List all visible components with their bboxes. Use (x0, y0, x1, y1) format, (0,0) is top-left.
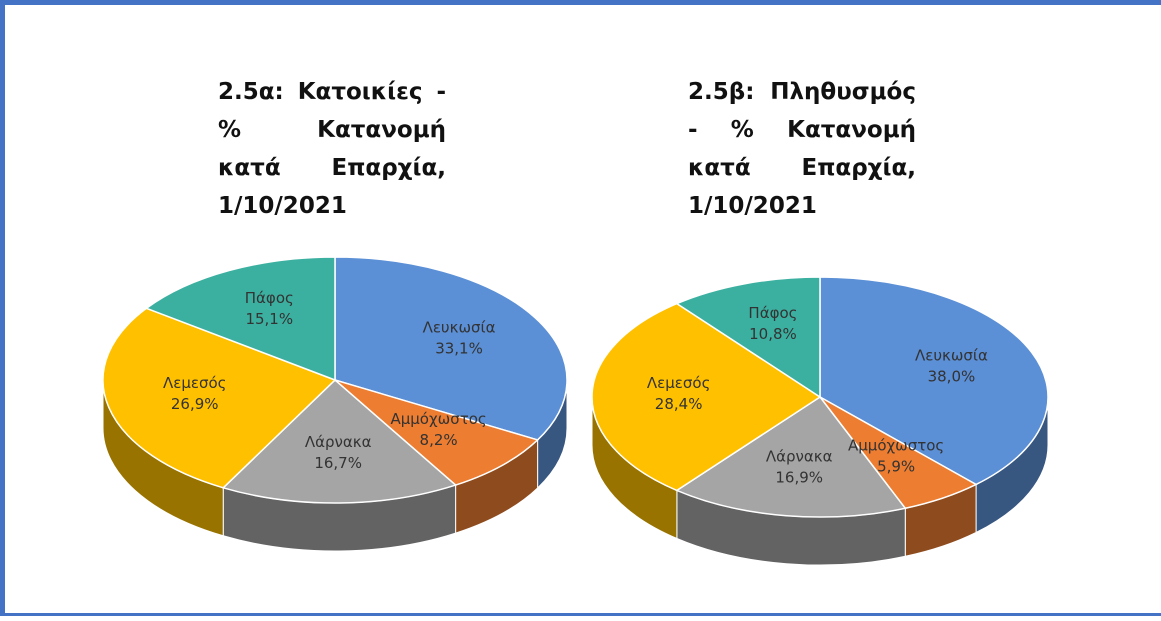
slice-value-label: 8,2% (420, 431, 458, 449)
slice (675, 276, 821, 399)
slice (102, 307, 337, 489)
chart-title: 2.5β: Πληθυσμός - % Κατανομή κατά Επαρχί… (688, 79, 916, 219)
slice-value-label: 38,0% (928, 368, 976, 386)
slice-value-label: 16,9% (775, 469, 823, 487)
charts: Λευκωσία 33,1% Αμμόχωστος 8,2% Λάρνακα 16,7% Λ… (102, 256, 1049, 566)
slice-value-label: 33,1% (435, 339, 483, 357)
slice-category: Λευκωσία (423, 318, 496, 336)
slice-category: Λεμεσός (163, 374, 227, 392)
slice-category: Πάφος (748, 304, 797, 322)
slice-category: Αμμόχωστος (390, 410, 486, 428)
slice-category: Λεμεσός (647, 374, 711, 392)
slice-value-label: 28,4% (655, 395, 703, 413)
slice-value-label: 10,8% (749, 325, 797, 343)
slice-category: Λάρνακα (766, 448, 833, 466)
slice (144, 256, 336, 382)
slice (591, 302, 822, 492)
slice (334, 379, 540, 486)
slice (675, 395, 907, 518)
slice-value-label: 5,9% (877, 458, 915, 476)
slice-category: Πάφος (245, 289, 294, 307)
slice (221, 378, 458, 504)
slice-value-label: 16,7% (314, 454, 362, 472)
slice-value-label: 26,9% (171, 395, 219, 413)
slice (819, 276, 1049, 486)
slice-category: Λευκωσία (915, 347, 988, 365)
slice-value-label: 15,1% (245, 310, 293, 328)
slice-category: Λάρνακα (305, 433, 372, 451)
slice (334, 256, 568, 441)
chart-title: 2.5α: Κατοικίες - % Κατανομή κατά Επαρχί… (218, 79, 446, 219)
slice-category: Αμμόχωστος (848, 437, 944, 455)
